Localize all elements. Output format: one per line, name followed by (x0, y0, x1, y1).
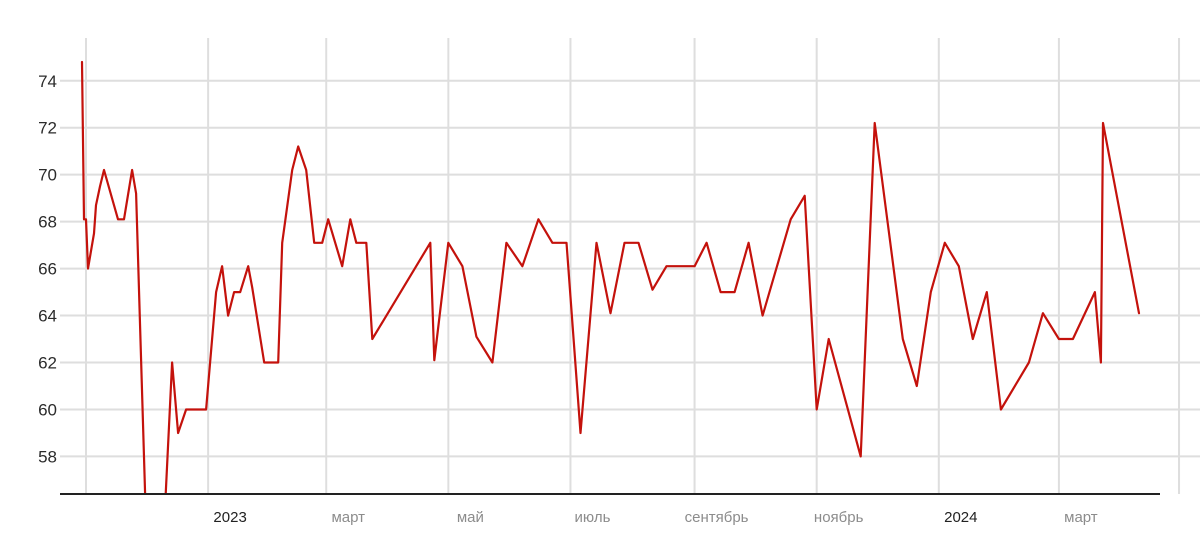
y-tick-label: 62 (38, 354, 57, 373)
x-tick-label-month: июль (575, 509, 611, 526)
x-tick-label-year: 2023 (213, 509, 246, 526)
x-tick-label-month: март (1064, 509, 1098, 526)
y-tick-label: 66 (38, 260, 57, 279)
data-series (80, 60, 1141, 494)
y-tick-label: 68 (38, 213, 57, 232)
x-tick-label-month: ноябрь (814, 509, 864, 526)
x-tick-label-year: 2024 (944, 509, 977, 526)
x-tick-label-month: май (457, 509, 484, 526)
y-tick-label: 58 (38, 447, 57, 466)
x-axis-tick-labels: 2023 март май июль сентябрь ноябрь 2024 март (213, 509, 1097, 526)
y-tick-label: 70 (38, 166, 57, 185)
y-tick-label: 74 (38, 72, 57, 91)
gridlines (60, 38, 1200, 494)
y-tick-label: 72 (38, 119, 57, 138)
y-tick-label: 64 (38, 307, 57, 326)
x-tick-label-month: сентябрь (685, 509, 749, 526)
series-line (80, 60, 1141, 494)
y-axis-tick-labels: 58 60 62 64 66 68 70 72 74 (38, 72, 57, 467)
x-tick-label-month: март (331, 509, 365, 526)
y-tick-label: 60 (38, 400, 57, 419)
